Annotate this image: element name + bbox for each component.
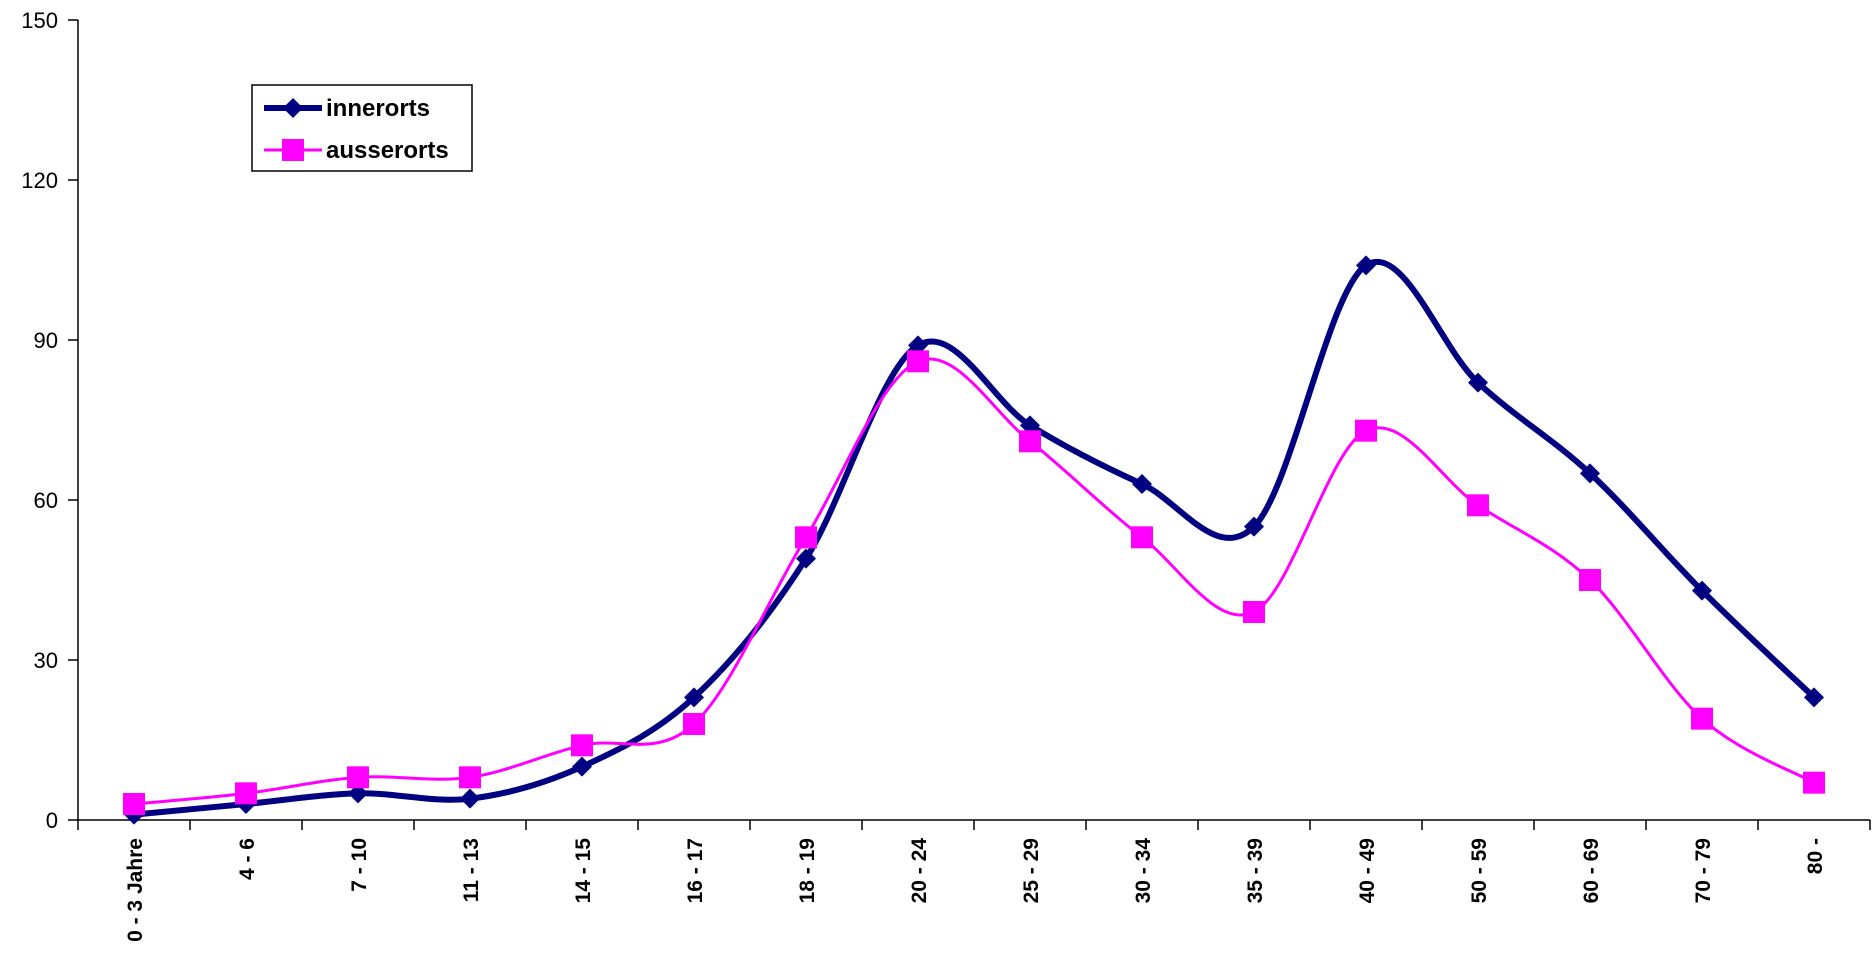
data-point-innerorts bbox=[684, 687, 704, 708]
data-point-ausserorts bbox=[1019, 430, 1041, 453]
legend-marker-innerorts bbox=[283, 98, 303, 118]
x-tick-label: 14 - 15 bbox=[572, 838, 595, 904]
x-tick-label: 80 - bbox=[1804, 838, 1827, 874]
y-tick-label: 90 bbox=[34, 328, 58, 353]
data-point-innerorts bbox=[460, 788, 480, 809]
data-point-ausserorts bbox=[683, 713, 705, 735]
x-tick-label: 35 - 39 bbox=[1244, 838, 1267, 903]
x-ticks: 0 - 3 Jahre 4 - 6 7 - 10 11 - 13 14 - 15 16 -… bbox=[77, 820, 1871, 942]
x-tick-label: 20 - 24 bbox=[908, 838, 931, 904]
data-point-ausserorts bbox=[1467, 494, 1489, 517]
x-tick-label: 50 - 59 bbox=[1468, 838, 1491, 903]
data-point-ausserorts bbox=[459, 766, 481, 789]
data-point-ausserorts bbox=[1803, 771, 1825, 794]
series-line-innerorts bbox=[131, 259, 1817, 818]
data-point-ausserorts bbox=[235, 782, 257, 805]
data-point-ausserorts bbox=[571, 734, 593, 757]
data-point-innerorts bbox=[1356, 255, 1376, 276]
series-line-ausserorts bbox=[132, 357, 1816, 806]
x-tick-label: 16 - 17 bbox=[684, 838, 707, 903]
data-point-innerorts bbox=[1244, 516, 1264, 537]
data-point-innerorts bbox=[1132, 474, 1152, 494]
y-tick-label: 30 bbox=[34, 648, 58, 673]
data-point-ausserorts bbox=[907, 350, 929, 373]
x-tick-label: 40 - 49 bbox=[1356, 838, 1379, 903]
x-tick-label: 60 - 69 bbox=[1580, 838, 1603, 903]
y-tick-label: 60 bbox=[34, 488, 58, 513]
x-tick-label: 30 - 34 bbox=[1132, 838, 1155, 904]
data-point-ausserorts bbox=[1243, 601, 1265, 623]
legend: innerorts ausserorts bbox=[251, 84, 473, 172]
x-tick-label: 18 - 19 bbox=[796, 838, 819, 903]
data-point-ausserorts bbox=[1579, 569, 1601, 591]
data-point-ausserorts bbox=[347, 766, 369, 789]
x-tick-label: 4 - 6 bbox=[236, 838, 259, 880]
legend-marker-ausserorts bbox=[282, 139, 304, 161]
data-point-innerorts bbox=[1580, 463, 1600, 484]
series-layer bbox=[123, 255, 1825, 825]
legend-label-innerorts: innerorts bbox=[326, 95, 430, 122]
x-tick-label: 25 - 29 bbox=[1020, 838, 1043, 903]
y-tick-label: 0 bbox=[46, 808, 58, 833]
x-tick-label: 0 - 3 Jahre bbox=[124, 838, 147, 942]
y-ticks: 0 30 60 90 120 150 bbox=[21, 8, 78, 833]
data-point-ausserorts bbox=[1691, 707, 1713, 730]
data-point-innerorts bbox=[572, 756, 592, 777]
data-point-ausserorts bbox=[795, 526, 817, 549]
data-point-innerorts bbox=[1468, 372, 1488, 393]
x-tick-label: 7 - 10 bbox=[348, 838, 371, 892]
legend-label-ausserorts: ausserorts bbox=[326, 137, 449, 164]
data-point-innerorts bbox=[1692, 580, 1712, 601]
data-point-innerorts bbox=[1804, 687, 1824, 708]
y-tick-label: 150 bbox=[21, 8, 58, 33]
data-point-innerorts bbox=[796, 548, 816, 569]
data-point-ausserorts bbox=[1131, 526, 1153, 549]
y-tick-label: 120 bbox=[21, 168, 58, 193]
data-point-ausserorts bbox=[1355, 419, 1377, 442]
data-point-ausserorts bbox=[123, 793, 145, 815]
x-tick-label: 11 - 13 bbox=[460, 838, 483, 902]
x-tick-label: 70 - 79 bbox=[1692, 838, 1715, 903]
